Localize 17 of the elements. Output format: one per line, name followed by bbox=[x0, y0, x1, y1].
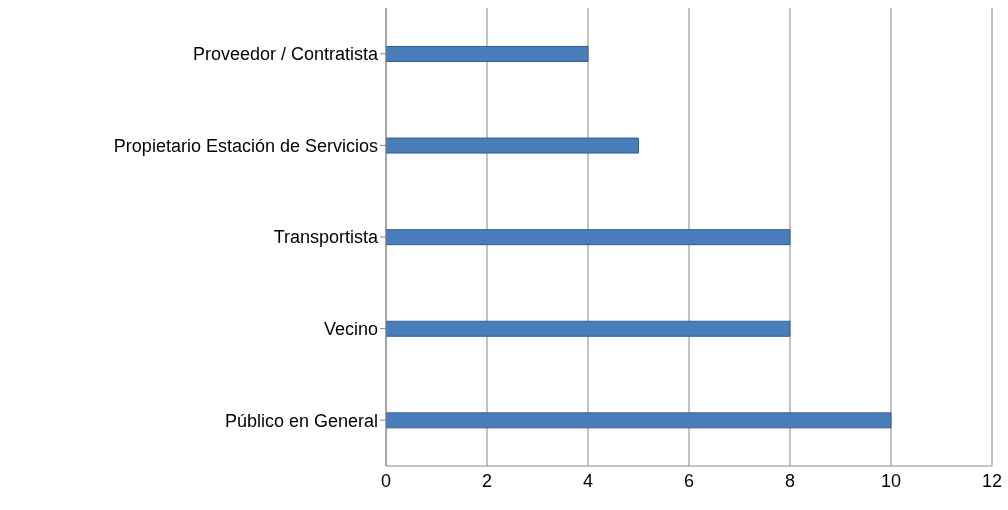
x-tick-label: 10 bbox=[880, 470, 902, 491]
bar bbox=[386, 229, 791, 246]
x-tick-label: 4 bbox=[582, 470, 594, 491]
y-tick-label: Propietario Estación de Servicios bbox=[113, 135, 378, 156]
y-tick-label: Transportista bbox=[273, 227, 379, 248]
bar bbox=[386, 412, 892, 429]
y-tick-label: Público en General bbox=[224, 410, 378, 431]
x-tick-label: 12 bbox=[981, 470, 1003, 491]
y-tick-label: Vecino bbox=[323, 318, 378, 339]
x-tick-label: 8 bbox=[784, 470, 796, 491]
bar bbox=[386, 137, 639, 154]
x-tick-label: 6 bbox=[683, 470, 695, 491]
y-tick-label: Proveedor / Contratista bbox=[192, 44, 379, 65]
x-tick-label: 2 bbox=[481, 470, 493, 491]
bar bbox=[386, 45, 589, 62]
x-tick-label: 0 bbox=[380, 470, 392, 491]
bar bbox=[386, 320, 791, 337]
